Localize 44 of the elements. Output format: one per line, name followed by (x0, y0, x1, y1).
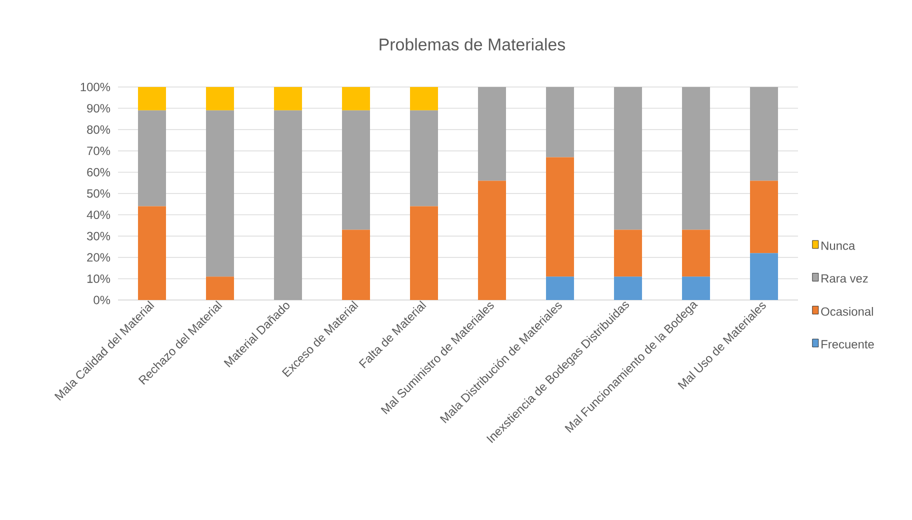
legend-label: Rara vez (822, 274, 868, 283)
bar (478, 86, 506, 181)
y-tick-label: 20% (87, 253, 110, 262)
bar (750, 86, 778, 181)
chart-title: Problemas de Materiales (380, 38, 566, 51)
bar (274, 86, 302, 110)
legend-label: Nunca (822, 242, 856, 250)
bar (614, 276, 642, 300)
y-tick-label: 0% (94, 296, 110, 304)
bar (342, 86, 370, 110)
y-tick-label: 10% (87, 274, 110, 283)
y-tick-label: 50% (87, 189, 110, 198)
bar (342, 110, 370, 230)
bar (410, 206, 438, 300)
bar (750, 180, 778, 254)
bar (546, 157, 574, 277)
bar (682, 230, 710, 277)
y-tick-label: 100% (80, 82, 110, 92)
bar (682, 276, 710, 300)
bar (614, 230, 642, 277)
bar (546, 86, 574, 158)
bar (478, 180, 506, 300)
bar (546, 276, 574, 300)
bar (274, 110, 302, 300)
bar (138, 110, 166, 206)
legend-label: Ocasional (821, 307, 873, 316)
bar (682, 86, 710, 230)
bar (342, 230, 370, 300)
bar (138, 86, 166, 110)
bar (410, 110, 438, 206)
bar (750, 253, 778, 300)
bar (138, 206, 166, 300)
bar (206, 110, 234, 277)
y-tick-label: 80% (87, 125, 110, 134)
bar (410, 86, 438, 110)
bar (206, 86, 234, 110)
y-tick-label: 60% (87, 168, 110, 176)
legend-label: Frecuente (822, 340, 874, 348)
bar (206, 276, 234, 300)
y-tick-label: 30% (87, 232, 110, 240)
y-tick-label: 70% (87, 146, 110, 156)
y-tick-label: 90% (87, 104, 110, 113)
bar (614, 86, 642, 230)
y-tick-label: 40% (86, 210, 110, 220)
